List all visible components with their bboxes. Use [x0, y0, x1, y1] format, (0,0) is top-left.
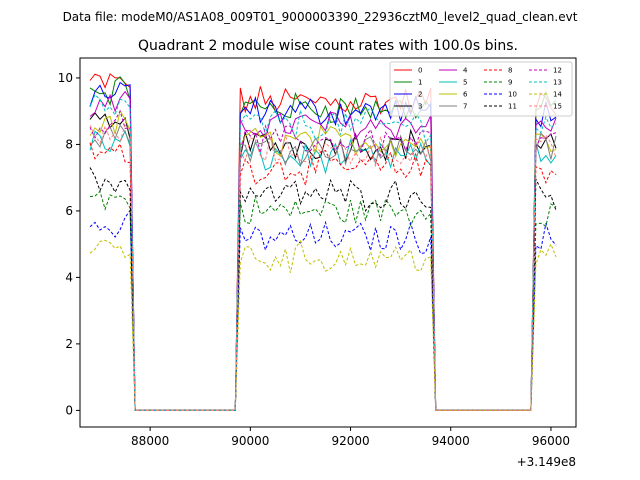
legend-label-4: 4 — [463, 67, 468, 75]
legend-label-3: 3 — [418, 103, 422, 111]
x-tick-label: 96000 — [532, 434, 570, 448]
x-tick-label: 92000 — [331, 434, 369, 448]
series-line-3 — [89, 112, 557, 411]
legend-label-5: 5 — [463, 79, 467, 87]
series-line-11 — [89, 167, 557, 411]
series-line-8 — [89, 142, 557, 411]
legend-label-0: 0 — [418, 67, 422, 75]
series-line-2 — [89, 81, 557, 411]
series-line-6 — [89, 109, 557, 411]
x-tick-label: 88000 — [131, 434, 169, 448]
y-tick-label: 8 — [65, 137, 73, 151]
series-line-15 — [89, 124, 557, 411]
y-tick-label: 4 — [65, 270, 73, 284]
series-line-13 — [89, 93, 557, 411]
legend-label-6: 6 — [463, 91, 468, 99]
legend-box — [389, 61, 573, 117]
series-line-9 — [89, 190, 557, 411]
legend-label-9: 9 — [508, 79, 512, 87]
series-line-12 — [89, 109, 557, 411]
legend-label-14: 14 — [553, 91, 562, 99]
chart-title: Quadrant 2 module wise count rates with … — [138, 38, 518, 54]
y-axis-ticks: 0 2 4 6 8 10 — [58, 71, 80, 417]
legend-label-11: 11 — [508, 103, 517, 111]
legend-label-10: 10 — [508, 91, 517, 99]
x-offset-label: +3.149e8 — [517, 455, 576, 469]
y-tick-label: 0 — [65, 403, 73, 417]
y-tick-label: 10 — [58, 71, 73, 85]
legend-label-15: 15 — [553, 103, 562, 111]
legend-label-1: 1 — [418, 79, 422, 87]
legend-label-12: 12 — [553, 67, 562, 75]
legend-label-2: 2 — [418, 91, 422, 99]
series-line-10 — [89, 208, 557, 411]
series-line-14 — [89, 239, 557, 411]
y-tick-label: 2 — [65, 337, 73, 351]
plot-lines — [89, 73, 557, 411]
x-tick-label: 94000 — [432, 434, 470, 448]
x-tick-label: 90000 — [231, 434, 269, 448]
legend-label-7: 7 — [463, 103, 467, 111]
chart-suptitle: Data file: modeM0/AS1A08_009T01_90000033… — [63, 10, 578, 24]
series-line-5 — [89, 129, 557, 411]
legend-label-13: 13 — [553, 79, 562, 87]
series-line-7 — [89, 124, 557, 411]
legend-label-8: 8 — [508, 67, 512, 75]
y-tick-label: 6 — [65, 204, 73, 218]
series-line-0 — [89, 73, 557, 411]
axes-frame — [79, 57, 577, 428]
x-axis-ticks: 88000 90000 92000 94000 96000 — [131, 427, 570, 448]
